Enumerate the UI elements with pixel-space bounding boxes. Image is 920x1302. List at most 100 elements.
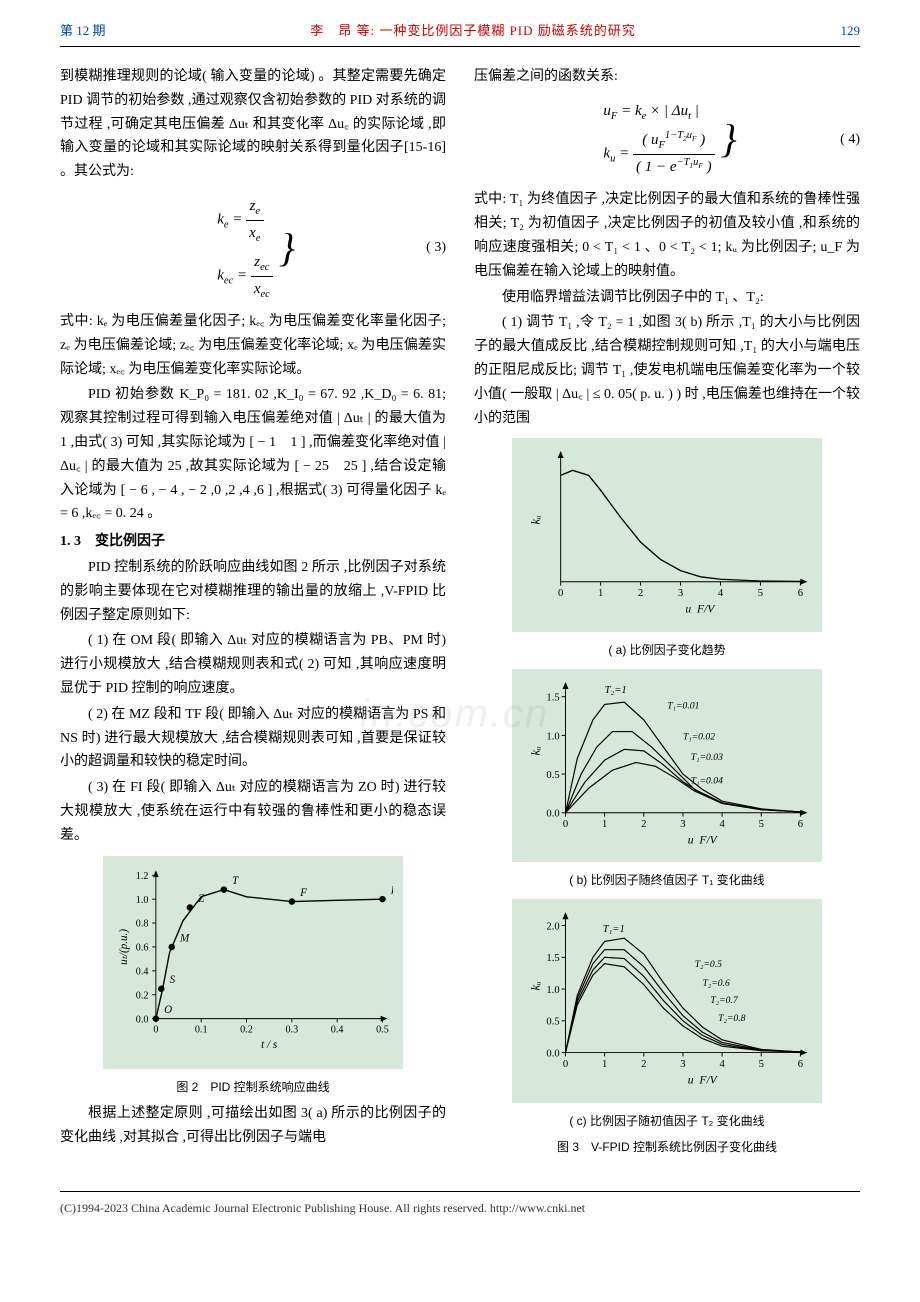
svg-text:uₜ/(p.u.): uₜ/(p.u.): [118, 928, 130, 964]
left-p8: 根据上述整定原则 ,可描绘出如图 3( a) 所示的比例因子的变化曲线 ,对其拟…: [60, 1102, 446, 1150]
svg-text:0.5: 0.5: [546, 1016, 559, 1027]
left-column: 到模糊推理规则的论域( 输入变量的论域) 。其整定需要先确定 PID 调节的初始…: [60, 65, 446, 1161]
footer: (C)1994-2023 China Academic Journal Elec…: [60, 1191, 860, 1218]
figure-3b: 01234560.00.51.01.5T₂=1T₁=0.01T₁=0.02T₁=…: [512, 669, 822, 863]
svg-text:0.0: 0.0: [136, 1014, 149, 1025]
right-p4: ( 1) 调节 T₁ ,令 T₂ = 1 ,如图 3( b) 所示 ,T₁ 的大…: [474, 311, 860, 430]
svg-text:0.6: 0.6: [136, 942, 149, 953]
svg-text:3: 3: [680, 819, 685, 830]
svg-text:4: 4: [719, 1059, 725, 1070]
svg-text:0.3: 0.3: [285, 1024, 298, 1035]
svg-text:T₁=1: T₁=1: [603, 924, 625, 935]
svg-text:0.1: 0.1: [195, 1024, 208, 1035]
svg-text:0.4: 0.4: [331, 1024, 344, 1035]
svg-text:kᵤ: kᵤ: [528, 981, 542, 991]
svg-text:2: 2: [638, 589, 643, 600]
svg-text:1.0: 1.0: [136, 894, 149, 905]
svg-text:0.5: 0.5: [546, 769, 559, 780]
eq3-number: ( 3): [426, 236, 446, 260]
svg-text:O: O: [164, 1004, 172, 1016]
left-p1: 到模糊推理规则的论域( 输入变量的论域) 。其整定需要先确定 PID 调节的初始…: [60, 65, 446, 184]
svg-text:0: 0: [153, 1024, 158, 1035]
svg-text:0.2: 0.2: [240, 1024, 253, 1035]
svg-text:3: 3: [678, 589, 683, 600]
figure-3b-caption: ( b) 比例因子随终值因子 T₁ 变化曲线: [474, 870, 860, 890]
svg-text:1.2: 1.2: [136, 871, 149, 882]
svg-text:Z: Z: [198, 893, 205, 905]
svg-text:1.5: 1.5: [546, 953, 559, 964]
svg-text:0.0: 0.0: [546, 1048, 559, 1059]
svg-text:2: 2: [641, 819, 646, 830]
svg-text:T₁=0.01: T₁=0.01: [667, 700, 699, 711]
svg-text:5: 5: [759, 819, 764, 830]
svg-text:3: 3: [680, 1059, 685, 1070]
svg-text:T₂=1: T₂=1: [605, 684, 627, 695]
right-p1: 压偏差之间的函数关系:: [474, 65, 860, 89]
svg-text:4: 4: [719, 819, 725, 830]
svg-text:u_F/V: u_F/V: [688, 1073, 719, 1084]
figure-3-caption: 图 3 V-FPID 控制系统比例因子变化曲线: [474, 1137, 860, 1157]
left-p6: ( 2) 在 MZ 段和 TF 段( 即输入 Δuₜ 对应的模糊语言为 PS 和…: [60, 703, 446, 774]
svg-text:u_F/V: u_F/V: [688, 833, 719, 843]
svg-text:u_F/V: u_F/V: [685, 603, 716, 613]
left-p2: 式中: kₑ 为电压偏差量化因子; kₑ꜀ 为电压偏差变化率量化因子; zₑ 为…: [60, 310, 446, 381]
svg-text:T₂=0.5: T₂=0.5: [695, 959, 722, 970]
right-p3: 使用临界增益法调节比例因子中的 T₁ 、T₂:: [474, 286, 860, 310]
figure-3b-svg: 01234560.00.51.01.5T₂=1T₁=0.01T₁=0.02T₁=…: [522, 679, 812, 844]
figure-3c-caption: ( c) 比例因子随初值因子 T₂ 变化曲线: [474, 1111, 860, 1131]
svg-text:6: 6: [798, 589, 803, 600]
svg-text:1: 1: [602, 1059, 607, 1070]
svg-text:T₁=0.02: T₁=0.02: [683, 731, 715, 742]
figure-3c-svg: 01234560.00.51.01.52.0T₁=1T₂=0.5T₂=0.6T₂…: [522, 909, 812, 1084]
figure-3a-caption: ( a) 比例因子变化趋势: [474, 640, 860, 660]
two-column-layout: 到模糊推理规则的论域( 输入变量的论域) 。其整定需要先确定 PID 调节的初始…: [60, 65, 860, 1161]
right-column: 压偏差之间的函数关系: uF = ke × | Δut | } ku = ( u…: [474, 65, 860, 1161]
figure-3a-svg: 0 1 2 3 4 5 6 u_F/V kᵤ: [522, 448, 812, 613]
header-title: 李 昂 等: 一种变比例因子模糊 PID 励磁系统的研究: [310, 20, 636, 42]
svg-text:2: 2: [641, 1059, 646, 1070]
svg-text:T: T: [232, 875, 239, 887]
page-header: 第 12 期 李 昂 等: 一种变比例因子模糊 PID 励磁系统的研究 129: [60, 20, 860, 47]
svg-text:T₂=0.7: T₂=0.7: [710, 995, 738, 1006]
svg-text:M: M: [179, 932, 190, 944]
section-1-3-heading: 1. 3 变比例因子: [60, 530, 446, 554]
equation-3: ke = zexe } kec = zecxec ( 3): [60, 186, 446, 310]
svg-text:0: 0: [558, 589, 563, 600]
svg-text:5: 5: [758, 589, 763, 600]
svg-text:2.0: 2.0: [546, 921, 559, 932]
left-p7: ( 3) 在 FI 段( 即输入 Δuₜ 对应的模糊语言为 ZO 时) 进行较大…: [60, 776, 446, 847]
svg-text:5: 5: [759, 1059, 764, 1070]
figure-2-caption: 图 2 PID 控制系统响应曲线: [60, 1077, 446, 1097]
left-p4: PID 控制系统的阶跃响应曲线如图 2 所示 ,比例因子对系统的影响主要体现在它…: [60, 556, 446, 627]
right-p2: 式中: T₁ 为终值因子 ,决定比例因子的最大值和系统的鲁棒性强相关; T₂ 为…: [474, 188, 860, 283]
svg-text:1.0: 1.0: [546, 985, 559, 996]
svg-text:t / s: t / s: [261, 1039, 277, 1051]
figure-3a: 0 1 2 3 4 5 6 u_F/V kᵤ: [512, 438, 822, 632]
svg-text:I: I: [390, 884, 393, 896]
svg-text:T₁=0.03: T₁=0.03: [691, 752, 723, 763]
svg-text:S: S: [170, 974, 176, 986]
equation-4: uF = ke × | Δut | } ku = ( uF1−T2uF ) ( …: [474, 91, 860, 189]
svg-text:0.2: 0.2: [136, 990, 149, 1001]
svg-text:T₁=0.04: T₁=0.04: [691, 775, 723, 786]
svg-text:6: 6: [798, 1059, 803, 1070]
svg-text:1: 1: [602, 819, 607, 830]
svg-text:0.8: 0.8: [136, 918, 149, 929]
svg-text:0: 0: [563, 819, 568, 830]
svg-text:0.4: 0.4: [136, 966, 149, 977]
left-p5: ( 1) 在 OM 段( 即输入 Δuₜ 对应的模糊语言为 PB、PM 时) 进…: [60, 629, 446, 700]
svg-text:6: 6: [798, 819, 803, 830]
header-issue: 第 12 期: [60, 20, 106, 42]
header-page-number: 129: [840, 20, 860, 42]
svg-text:F: F: [299, 887, 307, 899]
eq4-number: ( 4): [840, 128, 860, 152]
svg-text:kᵤ: kᵤ: [528, 515, 542, 525]
svg-text:kᵤ: kᵤ: [528, 745, 542, 755]
svg-text:T₂=0.8: T₂=0.8: [718, 1013, 745, 1024]
svg-text:0: 0: [563, 1059, 568, 1070]
svg-text:1: 1: [598, 589, 603, 600]
svg-text:0.5: 0.5: [376, 1024, 389, 1035]
svg-text:4: 4: [718, 589, 724, 600]
svg-text:1.5: 1.5: [546, 692, 559, 703]
svg-text:0.0: 0.0: [546, 808, 559, 819]
